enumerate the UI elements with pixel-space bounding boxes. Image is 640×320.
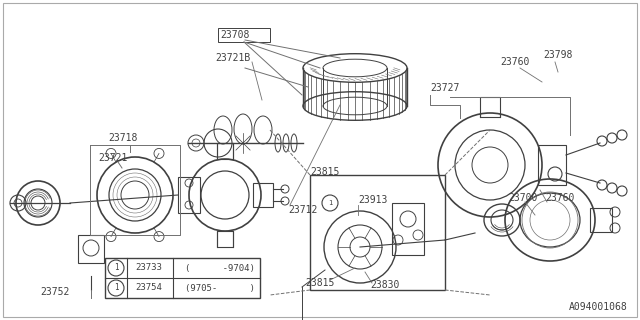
Text: 23754: 23754: [136, 284, 163, 292]
Bar: [218, 28, 270, 42]
Bar: [178, 177, 200, 213]
Bar: [538, 145, 566, 185]
Text: 1: 1: [328, 200, 332, 206]
Text: 23760: 23760: [500, 57, 529, 67]
Circle shape: [322, 195, 338, 211]
Text: 23752: 23752: [40, 287, 70, 297]
Text: 23727: 23727: [430, 83, 460, 93]
Circle shape: [108, 260, 124, 276]
Text: 23733: 23733: [136, 263, 163, 273]
Bar: [105, 258, 260, 298]
Text: (9705-      ): (9705- ): [185, 284, 255, 292]
Circle shape: [108, 280, 124, 296]
Bar: [217, 231, 233, 247]
Text: 23708: 23708: [220, 30, 250, 40]
Bar: [590, 208, 612, 232]
Text: 23815: 23815: [305, 278, 334, 288]
Text: 23815: 23815: [310, 167, 339, 177]
Text: 23721B: 23721B: [215, 53, 250, 63]
Bar: [217, 143, 233, 159]
Text: 23700: 23700: [508, 193, 538, 203]
Bar: [480, 97, 500, 117]
Bar: [253, 183, 273, 207]
Text: 1: 1: [114, 284, 118, 292]
Text: 23721: 23721: [98, 153, 127, 163]
Text: 23760: 23760: [545, 193, 574, 203]
Text: (      -9704): ( -9704): [185, 263, 255, 273]
Text: 23798: 23798: [543, 50, 572, 60]
Text: 23718: 23718: [108, 133, 138, 143]
Text: A094001068: A094001068: [569, 302, 628, 312]
Bar: [392, 203, 424, 255]
Text: 23913: 23913: [358, 195, 387, 205]
Text: 23712: 23712: [288, 205, 317, 215]
Bar: [78, 235, 104, 263]
Text: 23830: 23830: [370, 280, 399, 290]
Text: 1: 1: [114, 263, 118, 273]
Bar: [310, 175, 445, 290]
